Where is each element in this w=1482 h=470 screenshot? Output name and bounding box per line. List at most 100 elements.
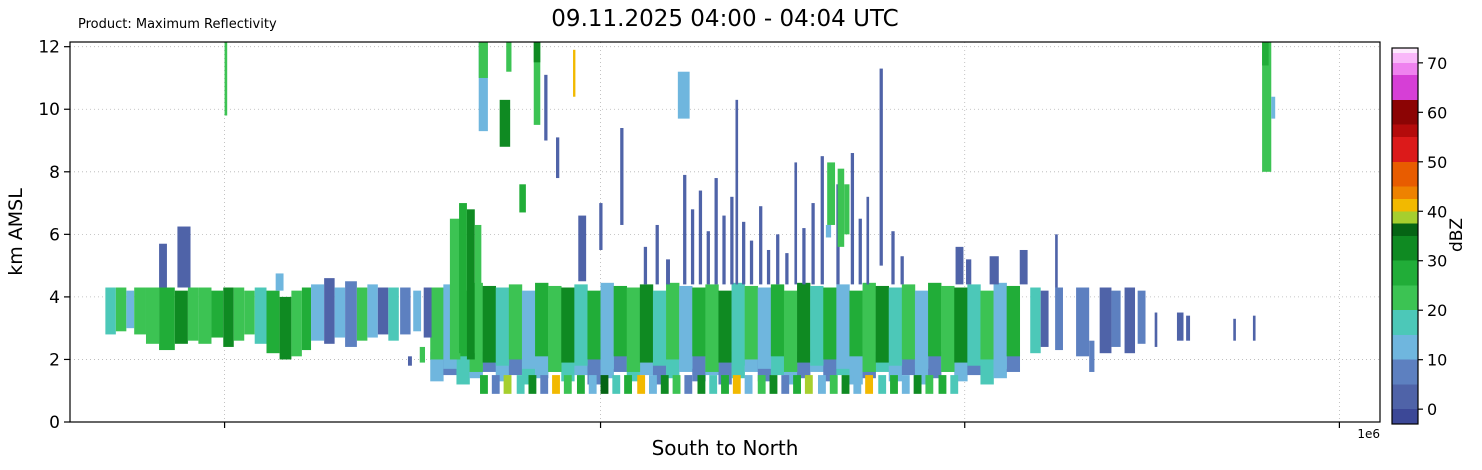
reflectivity-bar	[649, 375, 657, 394]
reflectivity-bar	[254, 287, 267, 344]
reflectivity-bar	[419, 346, 426, 363]
reflectivity-bar	[811, 203, 815, 285]
chart-title: 09.11.2025 04:00 - 04:04 UTC	[551, 6, 899, 32]
reflectivity-bar	[159, 243, 167, 288]
reflectivity-bar	[480, 375, 488, 394]
reflectivity-bar	[714, 178, 718, 285]
y-tick-label: 6	[49, 225, 60, 245]
reflectivity-bar	[844, 184, 850, 235]
reflectivity-bar	[742, 221, 746, 285]
reflectivity-bar	[966, 259, 972, 285]
reflectivity-bar	[456, 351, 470, 385]
reflectivity-bar	[731, 282, 745, 366]
reflectivity-bar	[925, 375, 934, 394]
reflectivity-bar	[928, 351, 942, 379]
reflectivity-bar	[692, 287, 706, 357]
reflectivity-bar	[495, 287, 510, 366]
reflectivity-bar	[1055, 287, 1063, 351]
reflectivity-bar	[967, 284, 981, 366]
reflectivity-bar	[781, 375, 790, 394]
reflectivity-bar	[430, 287, 444, 360]
reflectivity-bar	[503, 375, 512, 394]
x-axis-offset-label: 1e6	[1357, 427, 1380, 441]
reflectivity-bar	[677, 71, 690, 119]
reflectivity-bar	[900, 256, 904, 285]
reflectivity-bar	[474, 224, 482, 354]
reflectivity-bar	[757, 287, 772, 369]
reflectivity-bar	[849, 290, 863, 357]
reflectivity-bar	[145, 287, 160, 344]
colorbar-tick-label: 60	[1427, 103, 1447, 122]
reflectivity-bar	[913, 375, 922, 394]
reflectivity-bar	[624, 375, 632, 394]
reflectivity-bar	[613, 285, 628, 357]
reflectivity-bar	[115, 287, 127, 332]
reflectivity-bar	[802, 228, 806, 285]
reflectivity-bar	[533, 42, 541, 125]
reflectivity-bar	[578, 215, 587, 282]
reflectivity-bar	[684, 375, 693, 394]
reflectivity-bar	[626, 287, 641, 372]
reflectivity-bar	[506, 42, 512, 72]
reflectivity-bar	[865, 375, 874, 394]
reflectivity-bar	[556, 137, 560, 179]
reflectivity-bar	[692, 351, 706, 382]
reflectivity-bar	[388, 287, 399, 341]
reflectivity-bar	[825, 224, 832, 238]
reflectivity-bar	[134, 287, 146, 335]
reflectivity-bar	[858, 218, 862, 285]
reflectivity-bar	[177, 226, 191, 288]
reflectivity-bar	[818, 375, 826, 394]
y-tick-label: 4	[49, 288, 60, 308]
reflectivity-bar	[224, 42, 228, 116]
reflectivity-bar	[482, 285, 497, 363]
colorbar-tick-label: 50	[1427, 153, 1447, 172]
reflectivity-bar	[1055, 234, 1058, 288]
reflectivity-bar	[345, 281, 357, 347]
reflectivity-bar	[233, 287, 245, 341]
reflectivity-bar	[548, 285, 562, 372]
reflectivity-bar	[1076, 287, 1090, 357]
reflectivity-bar	[126, 290, 135, 329]
reflectivity-bar	[612, 375, 621, 394]
reflectivity-bar	[875, 285, 890, 363]
reflectivity-bar	[561, 287, 575, 363]
reflectivity-bar	[928, 282, 942, 357]
reflectivity-bar	[211, 290, 224, 338]
x-axis-label: South to North	[651, 436, 799, 460]
reflectivity-bar	[1262, 42, 1272, 172]
reflectivity-bar	[600, 375, 609, 394]
reflectivity-bar	[324, 278, 335, 344]
bars-layer	[105, 42, 1276, 394]
reflectivity-bar	[275, 273, 284, 291]
reflectivity-bar	[890, 375, 898, 394]
reflectivity-bar	[1124, 287, 1136, 354]
reflectivity-bar	[901, 375, 910, 394]
reflectivity-bar	[853, 375, 862, 394]
reflectivity-bar	[508, 284, 523, 360]
reflectivity-bar	[1006, 285, 1021, 357]
reflectivity-bar	[866, 196, 870, 285]
reflectivity-bar	[620, 128, 624, 225]
reflectivity-bar	[1111, 290, 1121, 347]
colorbar-tick-label: 40	[1427, 202, 1447, 221]
reflectivity-bar	[836, 284, 850, 369]
reflectivity-bar	[769, 375, 778, 394]
reflectivity-bar	[367, 284, 378, 338]
reflectivity-bar	[1233, 318, 1236, 341]
colorbar-tick-label: 70	[1427, 54, 1447, 73]
reflectivity-bar	[1252, 315, 1256, 341]
reflectivity-bar	[423, 287, 432, 338]
reflectivity-bar	[540, 375, 549, 394]
reflectivity-bar	[105, 287, 116, 335]
reflectivity-bar	[690, 209, 695, 285]
reflectivity-bar	[955, 246, 964, 285]
reflectivity-bar	[576, 375, 585, 394]
reflectivity-bar	[533, 42, 541, 63]
reflectivity-bar	[993, 282, 1007, 369]
reflectivity-bar	[563, 375, 572, 394]
colorbar-tick-label: 20	[1427, 301, 1447, 320]
colorbar	[1392, 48, 1418, 424]
reflectivity-bar	[914, 290, 929, 369]
